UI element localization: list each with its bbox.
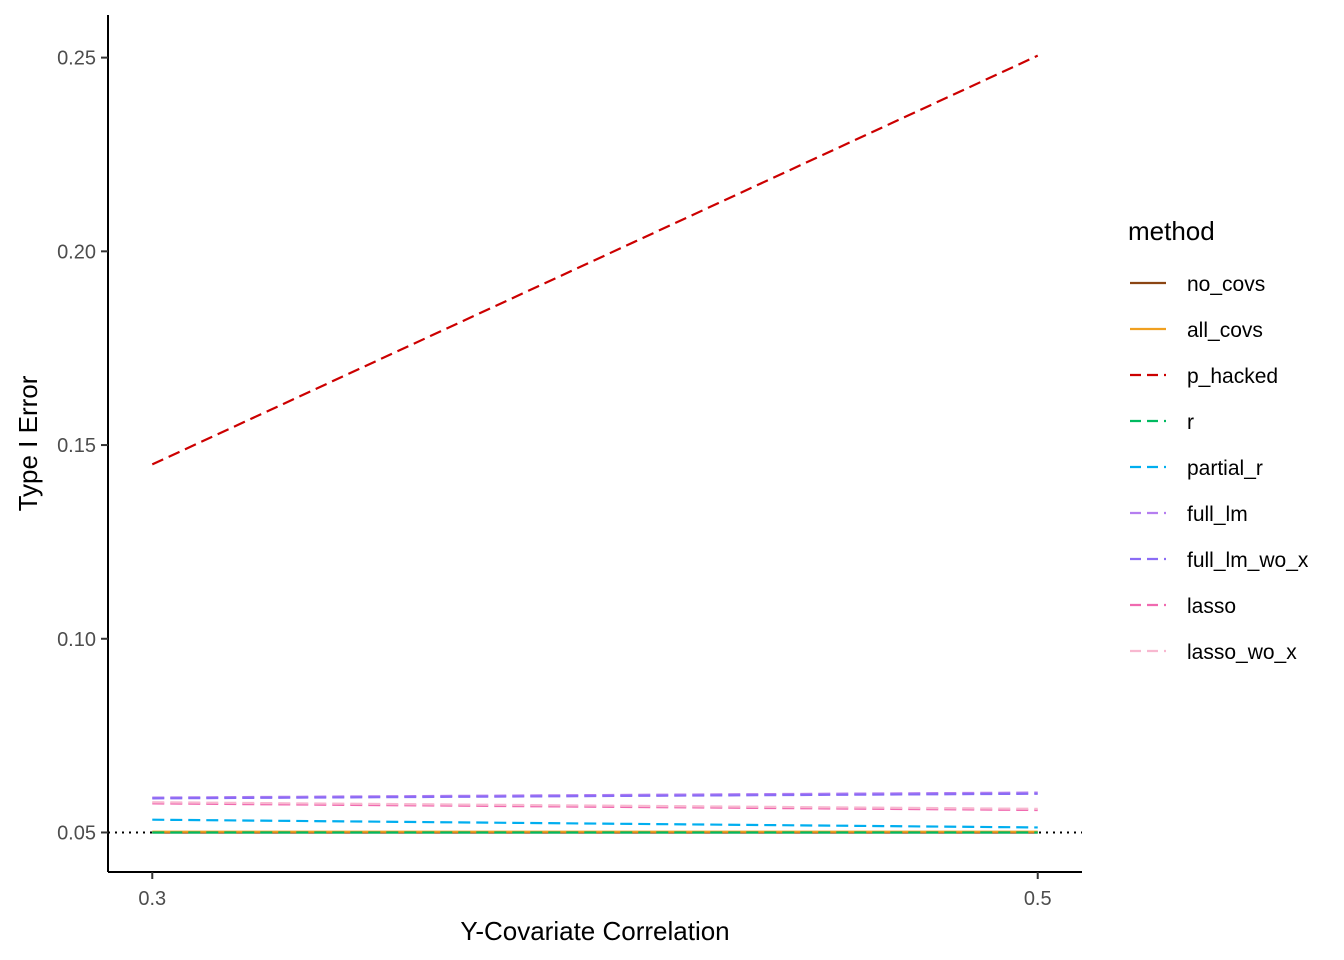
x-tick-label: 0.3 <box>138 888 166 910</box>
legend-label-p_hacked: p_hacked <box>1187 365 1278 388</box>
legend-label-r: r <box>1187 411 1194 434</box>
y-tick-label: 0.15 <box>57 435 96 457</box>
legend-label-full_lm: full_lm <box>1187 503 1248 526</box>
legend-label-no_covs: no_covs <box>1187 273 1265 296</box>
series-line-lasso_wo_x <box>152 801 1038 810</box>
x-axis-title: Y-Covariate Correlation <box>460 916 729 946</box>
series-line-full_lm_wo_x <box>152 792 1038 800</box>
legend-label-lasso_wo_x: lasso_wo_x <box>1187 641 1297 664</box>
x-tick-label: 0.5 <box>1024 888 1052 910</box>
y-tick-label: 0.10 <box>57 629 96 651</box>
y-tick-label: 0.05 <box>57 822 96 844</box>
series-line-lasso <box>152 802 1038 812</box>
legend-label-partial_r: partial_r <box>1187 457 1263 480</box>
legend-label-all_covs: all_covs <box>1187 319 1263 342</box>
axes: 0.05 0.10 0.15 0.20 0.25 0.3 0.5 <box>57 15 1082 910</box>
legend-title: method <box>1128 216 1215 246</box>
series-line-p_hacked <box>151 54 1039 466</box>
y-axis-title: Type I Error <box>13 375 43 511</box>
legend-label-lasso: lasso <box>1187 595 1236 618</box>
series-line-partial_r <box>152 818 1038 829</box>
y-tick-label: 0.20 <box>57 241 96 263</box>
y-tick-label: 0.25 <box>57 48 96 70</box>
legend-label-full_lm_wo_x: full_lm_wo_x <box>1187 549 1309 572</box>
plot-area <box>108 54 1082 834</box>
